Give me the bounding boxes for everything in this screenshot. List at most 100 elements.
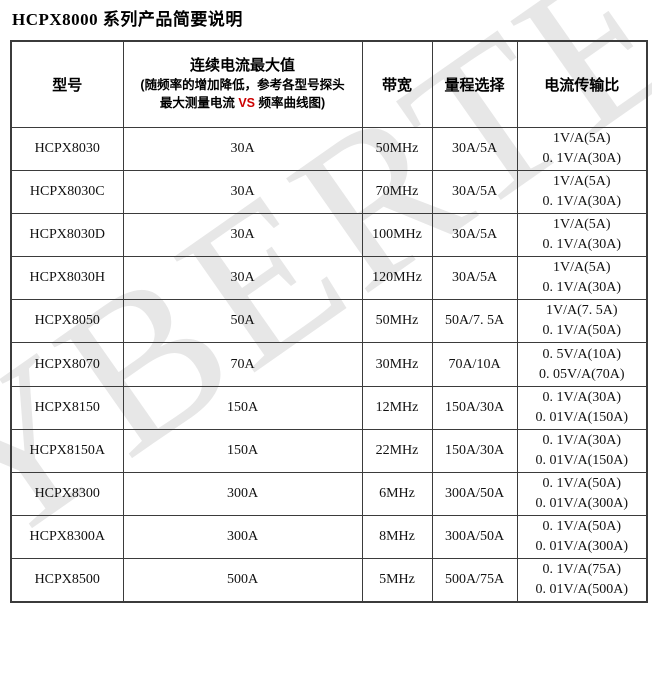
cell-bandwidth: 8MHz [361, 515, 433, 560]
cell-ratio: 0. 1V/A(50A) 0. 01V/A(300A) [516, 515, 648, 560]
ratio-line-2: 0. 01V/A(150A) [535, 452, 629, 468]
ratio-line-2: 0. 1V/A(30A) [542, 150, 622, 166]
cell-range: 150A/30A [431, 385, 518, 430]
cell-range: 30A/5A [431, 256, 518, 301]
note-line2-post: 频率曲线图) [255, 96, 326, 111]
ratio-line-1: 0. 5V/A(10A) [542, 346, 622, 362]
table-row: HCPX8030H 30A 120MHz 30A/5A 1V/A(5A) 0. … [10, 256, 648, 301]
ratio-line-1: 1V/A(5A) [552, 173, 611, 189]
table-row: HCPX8050 50A 50MHz 50A/7. 5A 1V/A(7. 5A)… [10, 299, 648, 344]
cell-range: 50A/7. 5A [431, 299, 518, 344]
table-row: HCPX8070 70A 30MHz 70A/10A 0. 5V/A(10A) … [10, 342, 648, 387]
cell-model: HCPX8300A [10, 515, 124, 560]
header-max-current-note-line1: (随频率的增加降低，参考各型号探头 [140, 78, 345, 93]
header-max-current: 连续电流最大值 (随频率的增加降低，参考各型号探头 最大测量电流 VS 频率曲线… [122, 40, 363, 128]
cell-model: HCPX8500 [10, 558, 124, 603]
ratio-line-2: 0. 01V/A(500A) [535, 582, 629, 598]
cell-range: 500A/75A [431, 558, 518, 603]
ratio-line-1: 0. 1V/A(30A) [542, 389, 622, 405]
product-spec-table: 型号 连续电流最大值 (随频率的增加降低，参考各型号探头 最大测量电流 VS 频… [10, 40, 648, 604]
header-max-current-note-line2: 最大测量电流 VS 频率曲线图) [126, 94, 360, 112]
cell-ratio: 0. 1V/A(30A) 0. 01V/A(150A) [516, 428, 648, 474]
cell-bandwidth: 12MHz [361, 385, 433, 430]
cell-bandwidth: 50MHz [361, 126, 433, 171]
ratio-line-1: 0. 1V/A(30A) [542, 432, 622, 448]
cell-max-current: 300A [122, 515, 363, 560]
table-row: HCPX8150 150A 12MHz 150A/30A 0. 1V/A(30A… [10, 385, 648, 430]
table-row: HCPX8300A 300A 8MHz 300A/50A 0. 1V/A(50A… [10, 515, 648, 560]
header-max-current-title: 连续电流最大值 [189, 57, 295, 75]
cell-range: 70A/10A [431, 342, 518, 387]
ratio-line-2: 0. 01V/A(300A) [535, 539, 629, 555]
header-ratio: 电流传输比 [516, 40, 648, 128]
cell-bandwidth: 30MHz [361, 342, 433, 387]
ratio-line-2: 0. 1V/A(30A) [542, 280, 622, 296]
note-vs-highlight: VS [238, 96, 256, 111]
ratio-line-2: 0. 01V/A(300A) [535, 496, 629, 512]
table-header: 型号 连续电流最大值 (随频率的增加降低，参考各型号探头 最大测量电流 VS 频… [10, 40, 648, 128]
table-body: HCPX8030 30A 50MHz 30A/5A 1V/A(5A) 0. 1V… [10, 126, 648, 603]
table-row: HCPX8500 500A 5MHz 500A/75A 0. 1V/A(75A)… [10, 558, 648, 603]
ratio-line-1: 1V/A(5A) [552, 216, 611, 232]
table-row: HCPX8150A 150A 22MHz 150A/30A 0. 1V/A(30… [10, 428, 648, 474]
cell-model: HCPX8300 [10, 471, 124, 517]
cell-bandwidth: 120MHz [361, 256, 433, 301]
cell-bandwidth: 100MHz [361, 212, 433, 258]
cell-ratio: 0. 1V/A(30A) 0. 01V/A(150A) [516, 385, 648, 430]
cell-max-current: 300A [122, 471, 363, 517]
note-line2-pre: 最大测量电流 [159, 96, 239, 111]
cell-ratio: 0. 5V/A(10A) 0. 05V/A(70A) [516, 342, 648, 387]
cell-range: 30A/5A [431, 212, 518, 258]
cell-ratio: 1V/A(5A) 0. 1V/A(30A) [516, 212, 648, 258]
cell-ratio: 0. 1V/A(75A) 0. 01V/A(500A) [516, 558, 648, 603]
cell-bandwidth: 50MHz [361, 299, 433, 344]
ratio-line-2: 0. 01V/A(150A) [535, 409, 629, 425]
ratio-line-2: 0. 1V/A(30A) [542, 236, 622, 252]
table-row: HCPX8030C 30A 70MHz 30A/5A 1V/A(5A) 0. 1… [10, 169, 648, 214]
cell-ratio: 0. 1V/A(50A) 0. 01V/A(300A) [516, 471, 648, 517]
cell-model: HCPX8030H [10, 256, 124, 301]
page-title: HCPX8000 系列产品简要说明 [12, 10, 243, 29]
table-row: HCPX8030D 30A 100MHz 30A/5A 1V/A(5A) 0. … [10, 212, 648, 258]
cell-range: 300A/50A [431, 515, 518, 560]
ratio-line-2: 0. 1V/A(50A) [542, 323, 622, 339]
cell-max-current: 50A [122, 299, 363, 344]
cell-ratio: 1V/A(5A) 0. 1V/A(30A) [516, 126, 648, 171]
cell-ratio: 1V/A(7. 5A) 0. 1V/A(50A) [516, 299, 648, 344]
cell-max-current: 150A [122, 385, 363, 430]
cell-range: 300A/50A [431, 471, 518, 517]
table-row: HCPX8300 300A 6MHz 300A/50A 0. 1V/A(50A)… [10, 471, 648, 517]
cell-model: HCPX8050 [10, 299, 124, 344]
cell-model: HCPX8030 [10, 126, 124, 171]
table-row: HCPX8030 30A 50MHz 30A/5A 1V/A(5A) 0. 1V… [10, 126, 648, 171]
header-bandwidth: 带宽 [361, 40, 433, 128]
ratio-line-2: 0. 1V/A(30A) [542, 193, 622, 209]
cell-bandwidth: 6MHz [361, 471, 433, 517]
cell-range: 150A/30A [431, 428, 518, 474]
cell-model: HCPX8030D [10, 212, 124, 258]
cell-model: HCPX8030C [10, 169, 124, 214]
ratio-line-1: 0. 1V/A(50A) [542, 519, 622, 535]
cell-max-current: 150A [122, 428, 363, 474]
cell-ratio: 1V/A(5A) 0. 1V/A(30A) [516, 169, 648, 214]
cell-max-current: 30A [122, 212, 363, 258]
ratio-line-1: 1V/A(5A) [552, 260, 611, 276]
cell-bandwidth: 5MHz [361, 558, 433, 603]
cell-bandwidth: 70MHz [361, 169, 433, 214]
ratio-line-1: 1V/A(7. 5A) [545, 303, 618, 319]
cell-range: 30A/5A [431, 126, 518, 171]
ratio-line-1: 0. 1V/A(75A) [542, 562, 622, 578]
header-row: 型号 连续电流最大值 (随频率的增加降低，参考各型号探头 最大测量电流 VS 频… [10, 40, 648, 128]
header-model: 型号 [10, 40, 124, 128]
ratio-line-1: 0. 1V/A(50A) [542, 476, 622, 492]
cell-max-current: 30A [122, 169, 363, 214]
cell-model: HCPX8070 [10, 342, 124, 387]
cell-max-current: 30A [122, 126, 363, 171]
cell-model: HCPX8150 [10, 385, 124, 430]
cell-max-current: 500A [122, 558, 363, 603]
cell-max-current: 70A [122, 342, 363, 387]
cell-range: 30A/5A [431, 169, 518, 214]
ratio-line-1: 1V/A(5A) [552, 130, 611, 146]
cell-bandwidth: 22MHz [361, 428, 433, 474]
ratio-line-2: 0. 05V/A(70A) [538, 366, 625, 382]
